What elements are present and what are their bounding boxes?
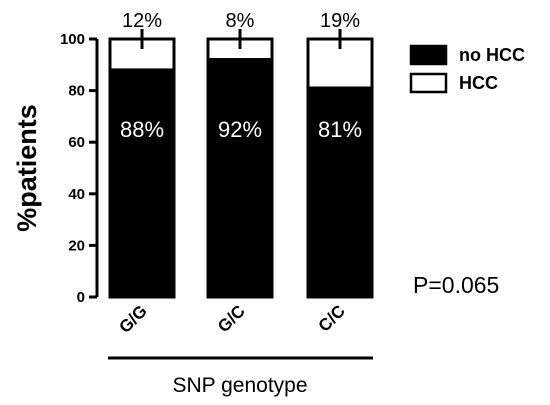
y-tick-label: 40	[68, 186, 85, 203]
y-tick-label: 80	[68, 83, 85, 100]
legend-swatch-0	[409, 44, 448, 66]
data-label-no-hcc: 81%	[318, 117, 362, 142]
legend: no HCC HCC	[409, 44, 525, 94]
y-tick-label: 0	[77, 289, 85, 306]
x-tick-label: G/C	[214, 301, 249, 336]
bar-no-hcc-CC	[306, 86, 374, 299]
x-axis-label: SNP genotype	[172, 374, 307, 397]
y-axis-label: %patients	[12, 104, 42, 232]
y-tick-label: 60	[68, 134, 85, 151]
y-tick-label: 20	[68, 237, 85, 254]
bars	[108, 29, 374, 299]
p-value-annotation: P=0.065	[413, 272, 499, 298]
axes: 0 20 40 60 80 100	[60, 31, 373, 360]
bar-no-hcc-GG	[108, 68, 176, 299]
data-label-hcc: 19%	[320, 10, 360, 32]
y-tick-label: 100	[60, 31, 85, 48]
data-label-hcc: 8%	[226, 10, 255, 32]
data-label-no-hcc: 88%	[120, 117, 164, 142]
x-tick-label: C/C	[315, 301, 349, 335]
legend-label-0: no HCC	[459, 45, 525, 65]
data-label-no-hcc: 92%	[218, 117, 262, 142]
legend-swatch-1	[409, 72, 448, 94]
legend-label-1: HCC	[459, 73, 498, 93]
data-label-hcc: 12%	[122, 10, 162, 32]
bar-no-hcc-GC	[206, 58, 274, 299]
x-tick-label: G/G	[115, 301, 150, 336]
